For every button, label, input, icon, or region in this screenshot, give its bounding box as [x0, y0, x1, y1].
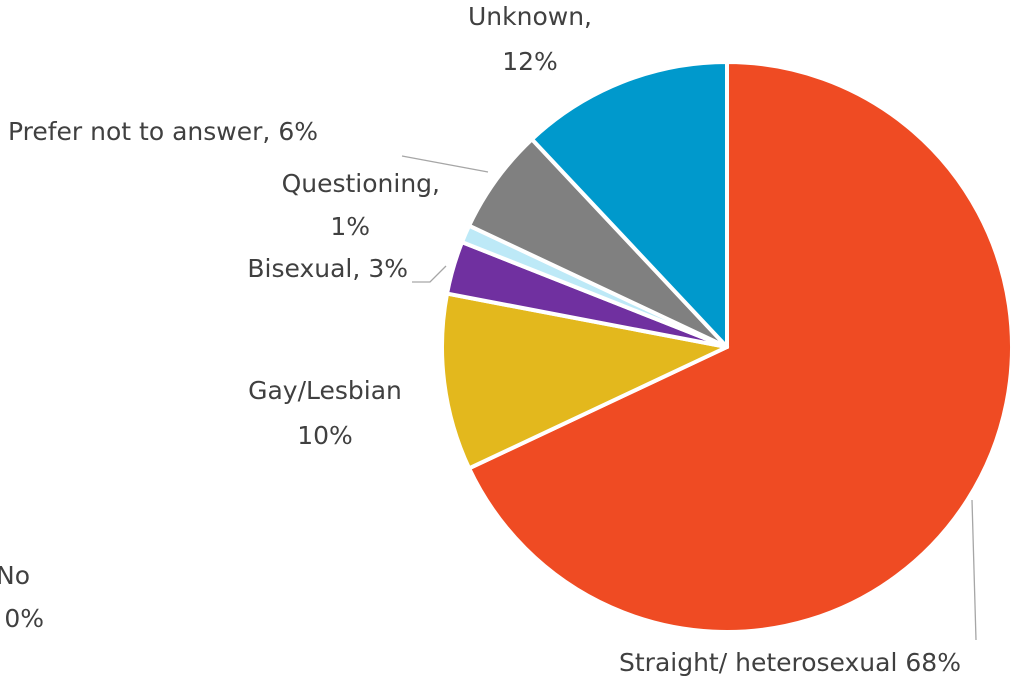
- slice-label: 12%: [502, 47, 558, 76]
- category-label: Bisexual,: [247, 254, 360, 283]
- slice-label: 10%: [297, 421, 353, 450]
- value-label: 6%: [278, 117, 318, 146]
- slice-label: Gay/Lesbian: [248, 376, 402, 405]
- leader-line: [412, 265, 447, 283]
- value-label: 10%: [297, 421, 353, 450]
- slice-label: Straight/ heterosexual 68%: [619, 648, 961, 677]
- value-label: 0%: [4, 604, 44, 633]
- leader-line: [401, 155, 489, 173]
- category-label: Unknown,: [468, 2, 592, 31]
- category-label: No: [0, 561, 30, 590]
- pie-slice: [467, 60, 1013, 634]
- pie-slice: [529, 60, 729, 349]
- category-label: Questioning,: [282, 169, 440, 198]
- value-label: 3%: [368, 254, 408, 283]
- value-label: 12%: [502, 47, 558, 76]
- value-label: 1%: [330, 212, 370, 241]
- category-label: Gay/Lesbian: [248, 376, 402, 405]
- slice-label: 1%: [330, 212, 370, 241]
- category-label: Prefer not to answer,: [8, 117, 270, 146]
- category-label: Straight/ heterosexual: [619, 648, 897, 677]
- slice-label: Bisexual, 3%: [247, 254, 408, 283]
- slice-label: No: [0, 561, 30, 590]
- slice-label: Questioning,: [282, 169, 440, 198]
- slice-label: Prefer not to answer, 6%: [8, 117, 318, 146]
- slice-label: 0%: [4, 604, 44, 633]
- value-label: 68%: [905, 648, 961, 677]
- pie-slice: [440, 291, 729, 471]
- slice-label: Unknown,: [468, 2, 592, 31]
- leader-line: [971, 499, 977, 641]
